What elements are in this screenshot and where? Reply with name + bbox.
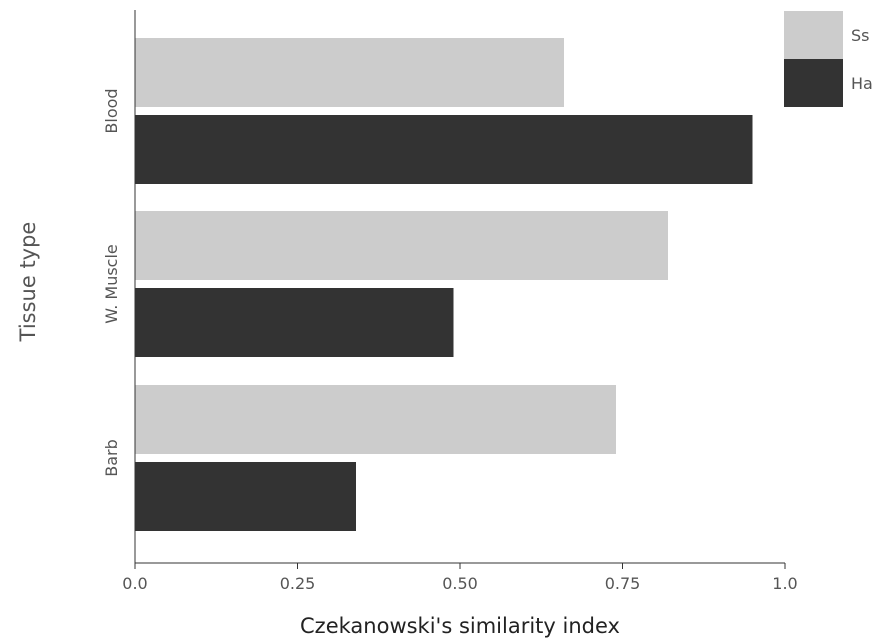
legend: Ss Ha xyxy=(784,11,873,107)
legend-swatch-ha xyxy=(784,59,843,107)
category-label: W. Muscle xyxy=(102,244,121,324)
bar-barb-ha xyxy=(135,462,356,531)
bar-barb-ss xyxy=(135,385,616,454)
x-axis-title: Czekanowski's similarity index xyxy=(300,614,620,638)
legend-label-ss: Ss xyxy=(851,26,870,45)
bar-blood-ss xyxy=(135,38,564,107)
bars-group xyxy=(135,38,753,531)
category-label: Blood xyxy=(102,88,121,133)
x-tick-label: 0.50 xyxy=(442,574,478,593)
bar-w-muscle-ss xyxy=(135,211,668,280)
y-axis-title: Tissue type xyxy=(16,222,40,343)
x-axis-ticks: 0.0 0.25 0.50 0.75 1.0 xyxy=(122,563,798,593)
x-tick-label: 0.0 xyxy=(122,574,147,593)
bar-w-muscle-ha xyxy=(135,288,454,357)
y-axis-category-labels: Blood W. Muscle Barb xyxy=(102,88,121,476)
legend-label-ha: Ha xyxy=(851,74,873,93)
category-label: Barb xyxy=(102,439,121,477)
x-tick-label: 1.0 xyxy=(772,574,797,593)
x-tick-label: 0.25 xyxy=(280,574,316,593)
bar-blood-ha xyxy=(135,115,753,184)
x-tick-label: 0.75 xyxy=(605,574,641,593)
legend-swatch-ss xyxy=(784,11,843,59)
